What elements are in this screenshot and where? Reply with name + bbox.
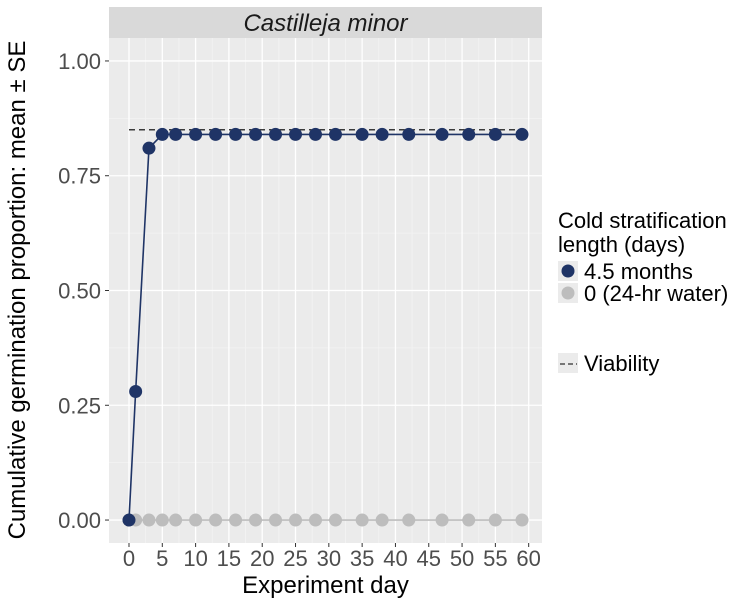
- y-tick-label: 0.00: [58, 508, 101, 533]
- series-control-point: [355, 513, 369, 527]
- y-tick-label: 0.25: [58, 393, 101, 418]
- facet-strip: [109, 7, 542, 38]
- major-gridlines: [109, 38, 542, 543]
- series-4-5-months-point: [122, 513, 136, 527]
- series-4-5-months-point: [309, 127, 323, 141]
- series-4-5-months-point: [189, 127, 203, 141]
- legend-title-line-1: Cold stratification: [558, 208, 727, 233]
- legend-key-marker-control: [561, 286, 575, 300]
- series-4-5-months-point: [155, 127, 169, 141]
- series-control-point: [488, 513, 502, 527]
- x-tick-label: 10: [183, 546, 207, 571]
- legend-key-marker-4-5-months: [561, 264, 575, 278]
- series-4-5-months-point: [515, 127, 529, 141]
- y-tick-label: 0.50: [58, 279, 101, 304]
- series-control-point: [189, 513, 203, 527]
- series-4-5-months-point: [142, 141, 156, 155]
- x-axis-title: Experiment day: [242, 572, 409, 599]
- x-tick-label: 20: [250, 546, 274, 571]
- x-tick-label: 15: [217, 546, 241, 571]
- x-tick-label: 60: [516, 546, 540, 571]
- series-control-point: [375, 513, 389, 527]
- series-control-point: [462, 513, 476, 527]
- x-tick-label: 40: [383, 546, 407, 571]
- series-4-5-months-point: [488, 127, 502, 141]
- series-control-point: [402, 513, 416, 527]
- legend-title-line-2: length (days): [558, 232, 685, 257]
- series-4-5-months-point: [328, 127, 342, 141]
- series-control-point: [309, 513, 323, 527]
- y-axis: 0.00 0.25 0.50 0.75 1.00: [58, 49, 109, 533]
- series-control-point: [515, 513, 529, 527]
- series-control-point: [269, 513, 283, 527]
- series-control-point: [435, 513, 449, 527]
- series-4-5-months-point: [129, 385, 143, 398]
- series-4-5-months-point: [209, 127, 223, 141]
- x-tick-label: 0: [123, 546, 135, 571]
- y-axis-title: Cumulative germination proportion: mean …: [4, 41, 31, 540]
- series-4-5-months-point: [375, 127, 389, 141]
- series-4-5-months-point: [229, 127, 243, 141]
- series-4-5-months-point: [402, 127, 416, 141]
- series-control-point: [249, 513, 263, 527]
- y-tick-label: 0.75: [58, 164, 101, 189]
- legend: Cold stratification length (days) 4.5 mo…: [558, 208, 728, 376]
- x-axis: 0 5 10 15 20 25 30 35 40 45 50 55 60: [123, 543, 541, 571]
- x-tick-label: 5: [156, 546, 168, 571]
- series-4-5-months-point: [249, 127, 263, 141]
- series-4-5-months-point: [462, 127, 476, 141]
- series-control-point: [229, 513, 243, 527]
- y-tick-label: 1.00: [58, 49, 101, 74]
- series-4-5-months-point: [289, 127, 303, 141]
- x-tick-label: 45: [417, 546, 441, 571]
- x-tick-label: 55: [483, 546, 507, 571]
- series-control-point: [155, 513, 169, 527]
- series-4-5-months-point: [435, 127, 449, 141]
- legend-label-viability: Viability: [584, 351, 659, 376]
- legend-key-background-viability: [558, 353, 578, 373]
- series-control-point: [142, 513, 156, 527]
- x-tick-label: 25: [283, 546, 307, 571]
- x-tick-label: 50: [450, 546, 474, 571]
- series-4-5-months-point: [169, 127, 183, 141]
- series-control-point: [328, 513, 342, 527]
- legend-label-4-5-months: 4.5 months: [584, 259, 693, 284]
- facet-title: Castilleja minor: [243, 10, 408, 37]
- series-layer: [122, 127, 529, 527]
- series-control-point: [169, 513, 183, 527]
- series-4-5-months-point: [355, 127, 369, 141]
- series-control-point: [289, 513, 303, 527]
- series-control-point: [209, 513, 223, 527]
- x-tick-label: 35: [350, 546, 374, 571]
- series-4-5-months-point: [269, 127, 283, 141]
- legend-label-control: 0 (24-hr water): [584, 281, 728, 306]
- x-tick-label: 30: [317, 546, 341, 571]
